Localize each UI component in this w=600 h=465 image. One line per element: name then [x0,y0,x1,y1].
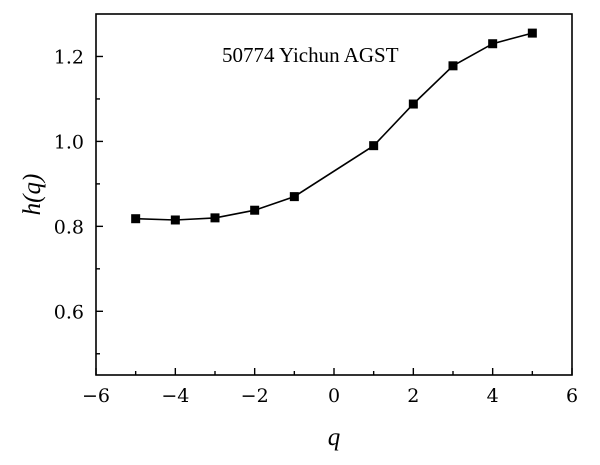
x-tick-label: −6 [82,385,110,407]
data-point-marker [170,215,180,225]
x-tick-label: 0 [328,385,340,407]
data-point-marker [488,39,498,49]
data-point-marker [289,192,299,202]
x-tick-label: 6 [566,385,578,407]
data-point-marker [369,141,379,151]
series-layer [131,28,537,225]
chart-annotation: 50774 Yichun AGST [222,43,399,67]
x-tick-label: 2 [407,385,419,407]
x-axis-title: q [328,424,341,451]
data-point-marker [131,214,141,224]
plot-border [95,13,573,376]
y-tick-label: 0.6 [54,301,84,323]
y-axis-ticks: 0.6 0.8 1.0 1.2 [54,46,103,355]
data-point-marker [250,205,260,215]
x-axis-ticks: −6 −4 −2 0 2 4 6 [82,368,578,407]
plot-frame [95,13,573,376]
data-point-marker [210,213,220,223]
x-tick-label: −2 [241,385,269,407]
x-tick-label: 4 [487,385,499,407]
data-point-marker [448,61,458,71]
y-tick-label: 0.8 [54,216,84,238]
series-line [135,32,533,221]
y-tick-label: 1.2 [54,46,84,68]
y-tick-label: 1.0 [54,131,84,153]
y-axis-title: h(q) [19,174,46,216]
data-point-marker [527,28,537,38]
data-point-marker [408,99,418,109]
x-tick-label: −4 [161,385,189,407]
